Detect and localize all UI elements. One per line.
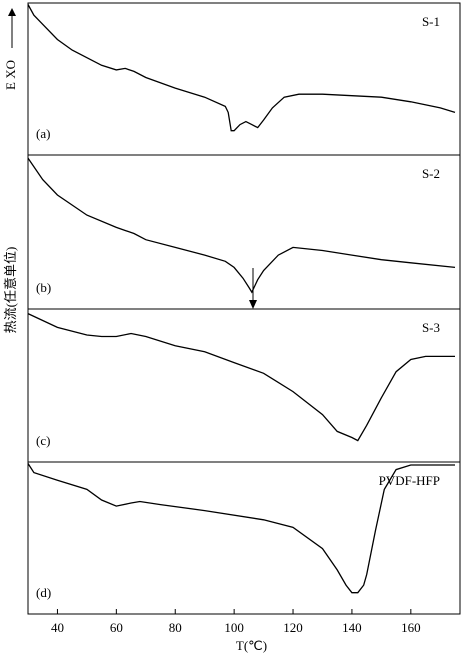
x-tick-label: 100 (224, 620, 244, 635)
line (27, 313, 455, 442)
panel-frame (27, 461, 461, 615)
x-tick-label: 80 (169, 620, 182, 635)
annotation-arrowhead (249, 300, 257, 309)
x-tick-label: 60 (110, 620, 123, 635)
panel-label: (b) (36, 280, 51, 295)
series-label: S-3 (422, 320, 440, 335)
line (27, 463, 455, 594)
series-label: S-2 (422, 166, 440, 181)
x-tick-label: 120 (283, 620, 303, 635)
x-tick-label: 140 (342, 620, 362, 635)
panel-frame (27, 2, 461, 156)
y-axis-label: 热流(任意单位) (3, 247, 18, 334)
line (27, 4, 456, 132)
panel-frame (27, 154, 461, 310)
x-tick-label: 40 (51, 620, 64, 635)
exo-label: E XO (3, 60, 18, 90)
x-tick-label: 160 (401, 620, 421, 635)
x-axis-label: T(℃) (236, 638, 267, 653)
panel-label: (a) (36, 126, 50, 141)
series-label: S-1 (422, 14, 440, 29)
series-label: PVDF-HFP (379, 473, 440, 488)
panel-label: (c) (36, 433, 50, 448)
panel-frame (27, 308, 461, 463)
exo-arrowhead (8, 8, 16, 16)
line (27, 157, 456, 294)
panel-label: (d) (36, 585, 51, 600)
